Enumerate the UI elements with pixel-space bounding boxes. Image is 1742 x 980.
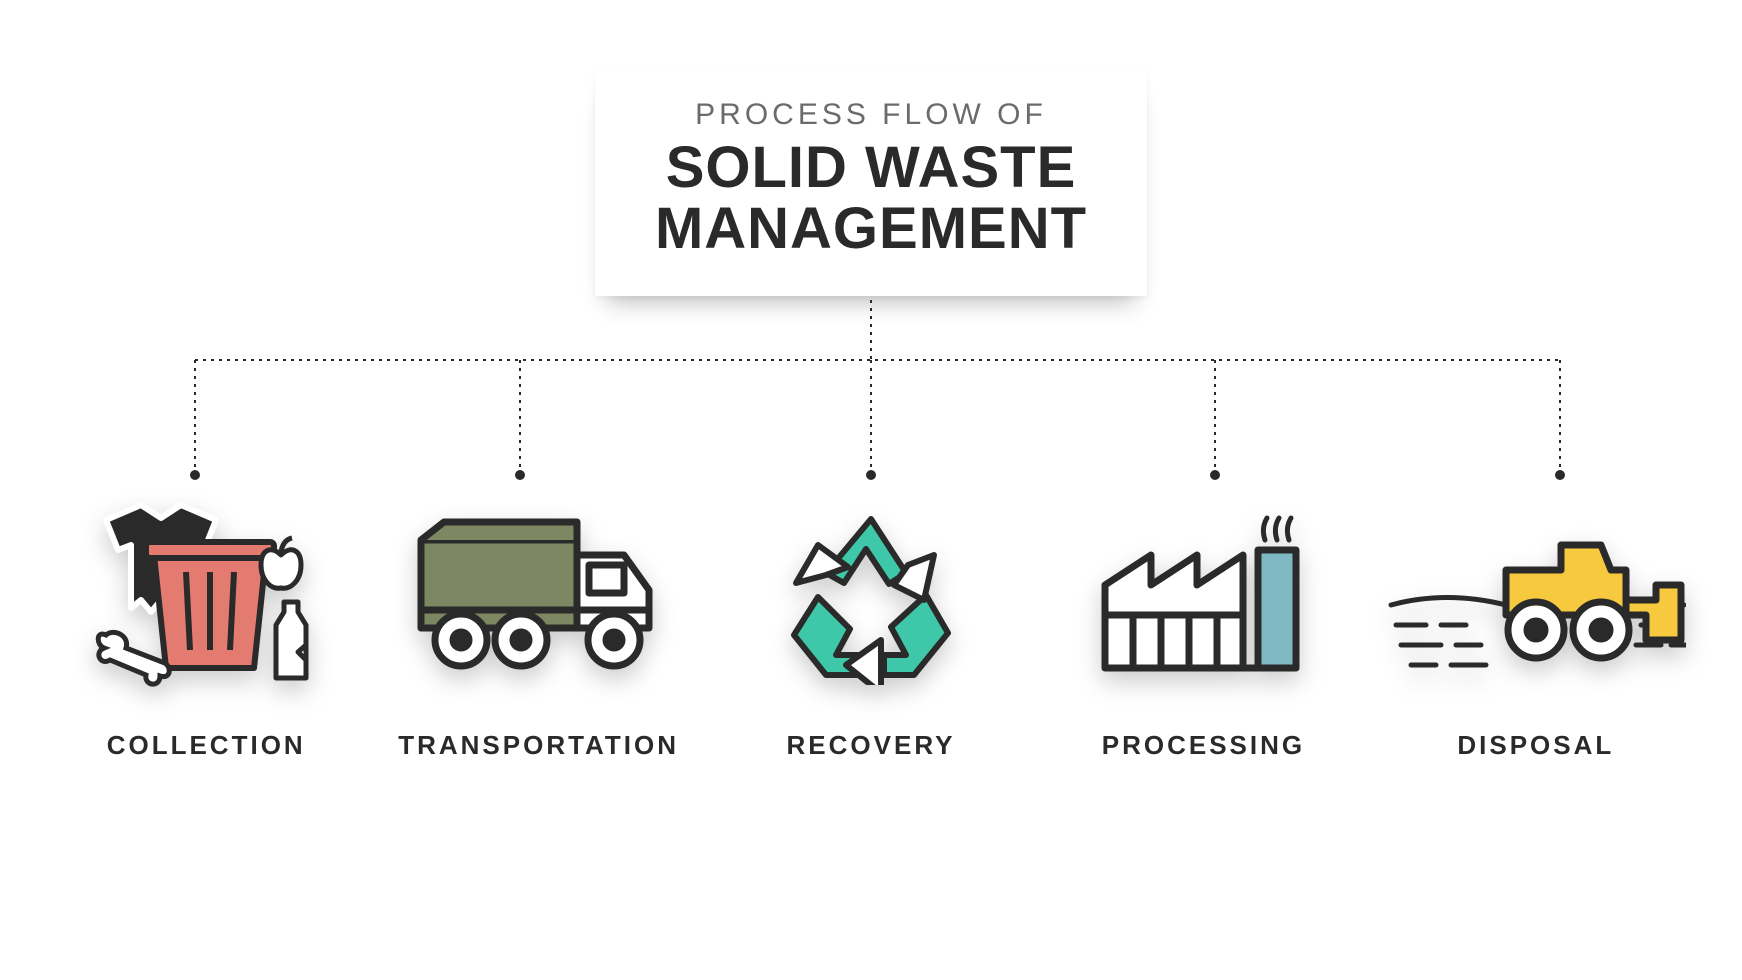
waste-items-icon	[86, 500, 326, 690]
step-label: RECOVERY	[787, 730, 956, 761]
step-label: PROCESSING	[1102, 730, 1305, 761]
title-pretext: PROCESS FLOW OF	[655, 98, 1087, 132]
garbage-truck-icon	[409, 500, 669, 690]
bulldozer-icon	[1386, 500, 1686, 690]
step-label: TRANSPORTATION	[398, 730, 679, 761]
step-collection: COLLECTION	[40, 500, 372, 761]
factory-icon	[1093, 500, 1313, 690]
step-label: COLLECTION	[107, 730, 306, 761]
title-line-2: MANAGEMENT	[655, 196, 1087, 261]
step-processing: PROCESSING	[1037, 500, 1369, 761]
step-transportation: TRANSPORTATION	[372, 500, 704, 761]
step-recovery: RECOVERY	[705, 500, 1037, 761]
recycle-icon	[776, 500, 966, 690]
title-main: SOLID WASTE MANAGEMENT	[655, 138, 1087, 260]
steps-row: COLLECTION	[0, 500, 1742, 761]
title-card: PROCESS FLOW OF SOLID WASTE MANAGEMENT	[595, 70, 1147, 296]
connector-lines	[0, 300, 1742, 520]
step-disposal: DISPOSAL	[1370, 500, 1702, 761]
step-label: DISPOSAL	[1457, 730, 1614, 761]
title-line-1: SOLID WASTE	[666, 135, 1077, 200]
